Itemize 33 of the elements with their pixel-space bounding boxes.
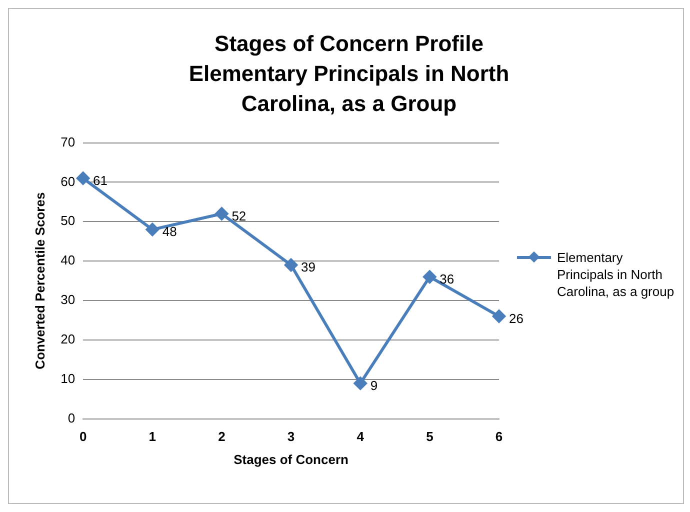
point: [146, 223, 159, 236]
y-tick-label: 10: [60, 370, 76, 386]
point: [215, 207, 228, 220]
x-tick-label: 3: [287, 429, 295, 444]
point: [354, 376, 367, 390]
x-tick-label: 6: [495, 429, 503, 444]
x-tick-label: 5: [426, 429, 434, 444]
y-tick-label: 40: [60, 252, 76, 268]
y-tick-label: 70: [60, 134, 76, 150]
y-tick-label: 50: [60, 213, 76, 228]
y-tick-label: 20: [60, 332, 76, 347]
x-tick-label: 4: [356, 429, 365, 444]
y-axis-title: Converted Percentile Scores: [32, 192, 48, 370]
data-label: 52: [232, 208, 246, 224]
x-tick-label: 0: [79, 429, 87, 444]
point: [76, 172, 90, 185]
x-axis-title: Stages of Concern: [234, 452, 349, 467]
y-tick-label: 0: [68, 410, 76, 426]
point: [423, 270, 436, 284]
x-tick-label: 1: [148, 429, 156, 444]
point: [492, 310, 506, 323]
legend-label: Elementary Principals in North Carolina, as a group: [557, 249, 676, 300]
data-label: 39: [301, 260, 316, 275]
x-tick-label: 2: [218, 429, 226, 444]
data-label: 26: [509, 310, 524, 326]
data-label: 61: [93, 172, 108, 188]
point: [284, 258, 298, 272]
y-tick-label: 30: [60, 292, 76, 308]
data-label: 48: [162, 224, 177, 240]
data-label: 9: [370, 378, 378, 393]
chart-title: Stages of Concern Profile Elementary Principals in North Carolina, as a Group: [188, 30, 510, 118]
data-label: 36: [440, 271, 454, 286]
y-tick-label: 60: [60, 174, 76, 189]
